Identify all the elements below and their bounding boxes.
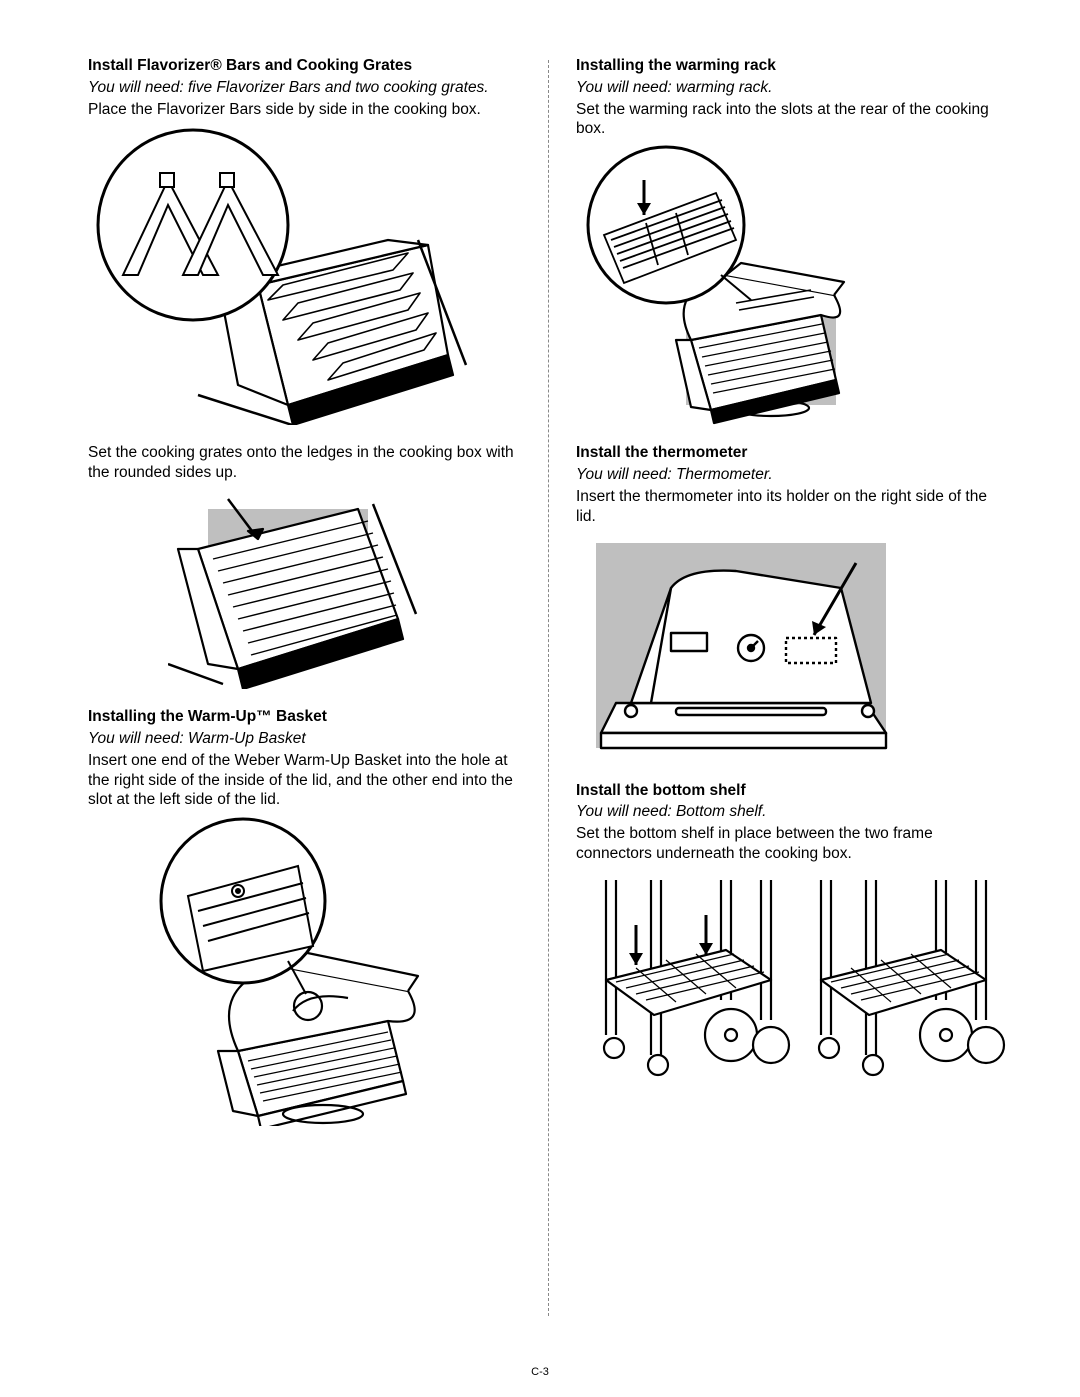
need-warmrack: You will need: warming rack. (576, 78, 1008, 98)
body-warmup: Insert one end of the Weber Warm-Up Bask… (88, 751, 520, 810)
body-flavorizer-1: Place the Flavorizer Bars side by side i… (88, 100, 520, 120)
figure-warmup-basket (148, 816, 520, 1126)
page-number: C-3 (0, 1365, 1080, 1379)
heading-warmrack: Installing the warming rack (576, 56, 1008, 76)
need-flavorizer: You will need: five Flavorizer Bars and … (88, 78, 520, 98)
body-warmrack: Set the warming rack into the slots at t… (576, 100, 1008, 140)
figure-thermometer (576, 533, 1008, 763)
figure-flavorizer-bars (88, 125, 520, 425)
body-shelf: Set the bottom shelf in place between th… (576, 824, 1008, 864)
two-column-layout: Install Flavorizer® Bars and Cooking Gra… (88, 56, 1008, 1316)
heading-thermo: Install the thermometer (576, 443, 1008, 463)
section-warmup-basket: Installing the Warm-Up™ Basket You will … (88, 707, 520, 1126)
body-thermo: Insert the thermometer into its holder o… (576, 487, 1008, 527)
need-thermo: You will need: Thermometer. (576, 465, 1008, 485)
need-warmup: You will need: Warm-Up Basket (88, 729, 520, 749)
section-flavorizer: Install Flavorizer® Bars and Cooking Gra… (88, 56, 520, 689)
figure-warming-rack (576, 145, 1008, 425)
body-flavorizer-2: Set the cooking grates onto the ledges i… (88, 443, 520, 483)
column-divider (548, 60, 549, 1316)
section-thermometer: Install the thermometer You will need: T… (576, 443, 1008, 762)
section-warming-rack: Installing the warming rack You will nee… (576, 56, 1008, 425)
figure-bottom-shelf (576, 870, 1008, 1080)
heading-flavorizer: Install Flavorizer® Bars and Cooking Gra… (88, 56, 520, 76)
need-shelf: You will need: Bottom shelf. (576, 802, 1008, 822)
left-column: Install Flavorizer® Bars and Cooking Gra… (88, 56, 548, 1316)
heading-warmup: Installing the Warm-Up™ Basket (88, 707, 520, 727)
heading-shelf: Install the bottom shelf (576, 781, 1008, 801)
figure-cooking-grates (168, 489, 520, 689)
section-bottom-shelf: Install the bottom shelf You will need: … (576, 781, 1008, 1080)
right-column: Installing the warming rack You will nee… (548, 56, 1008, 1316)
